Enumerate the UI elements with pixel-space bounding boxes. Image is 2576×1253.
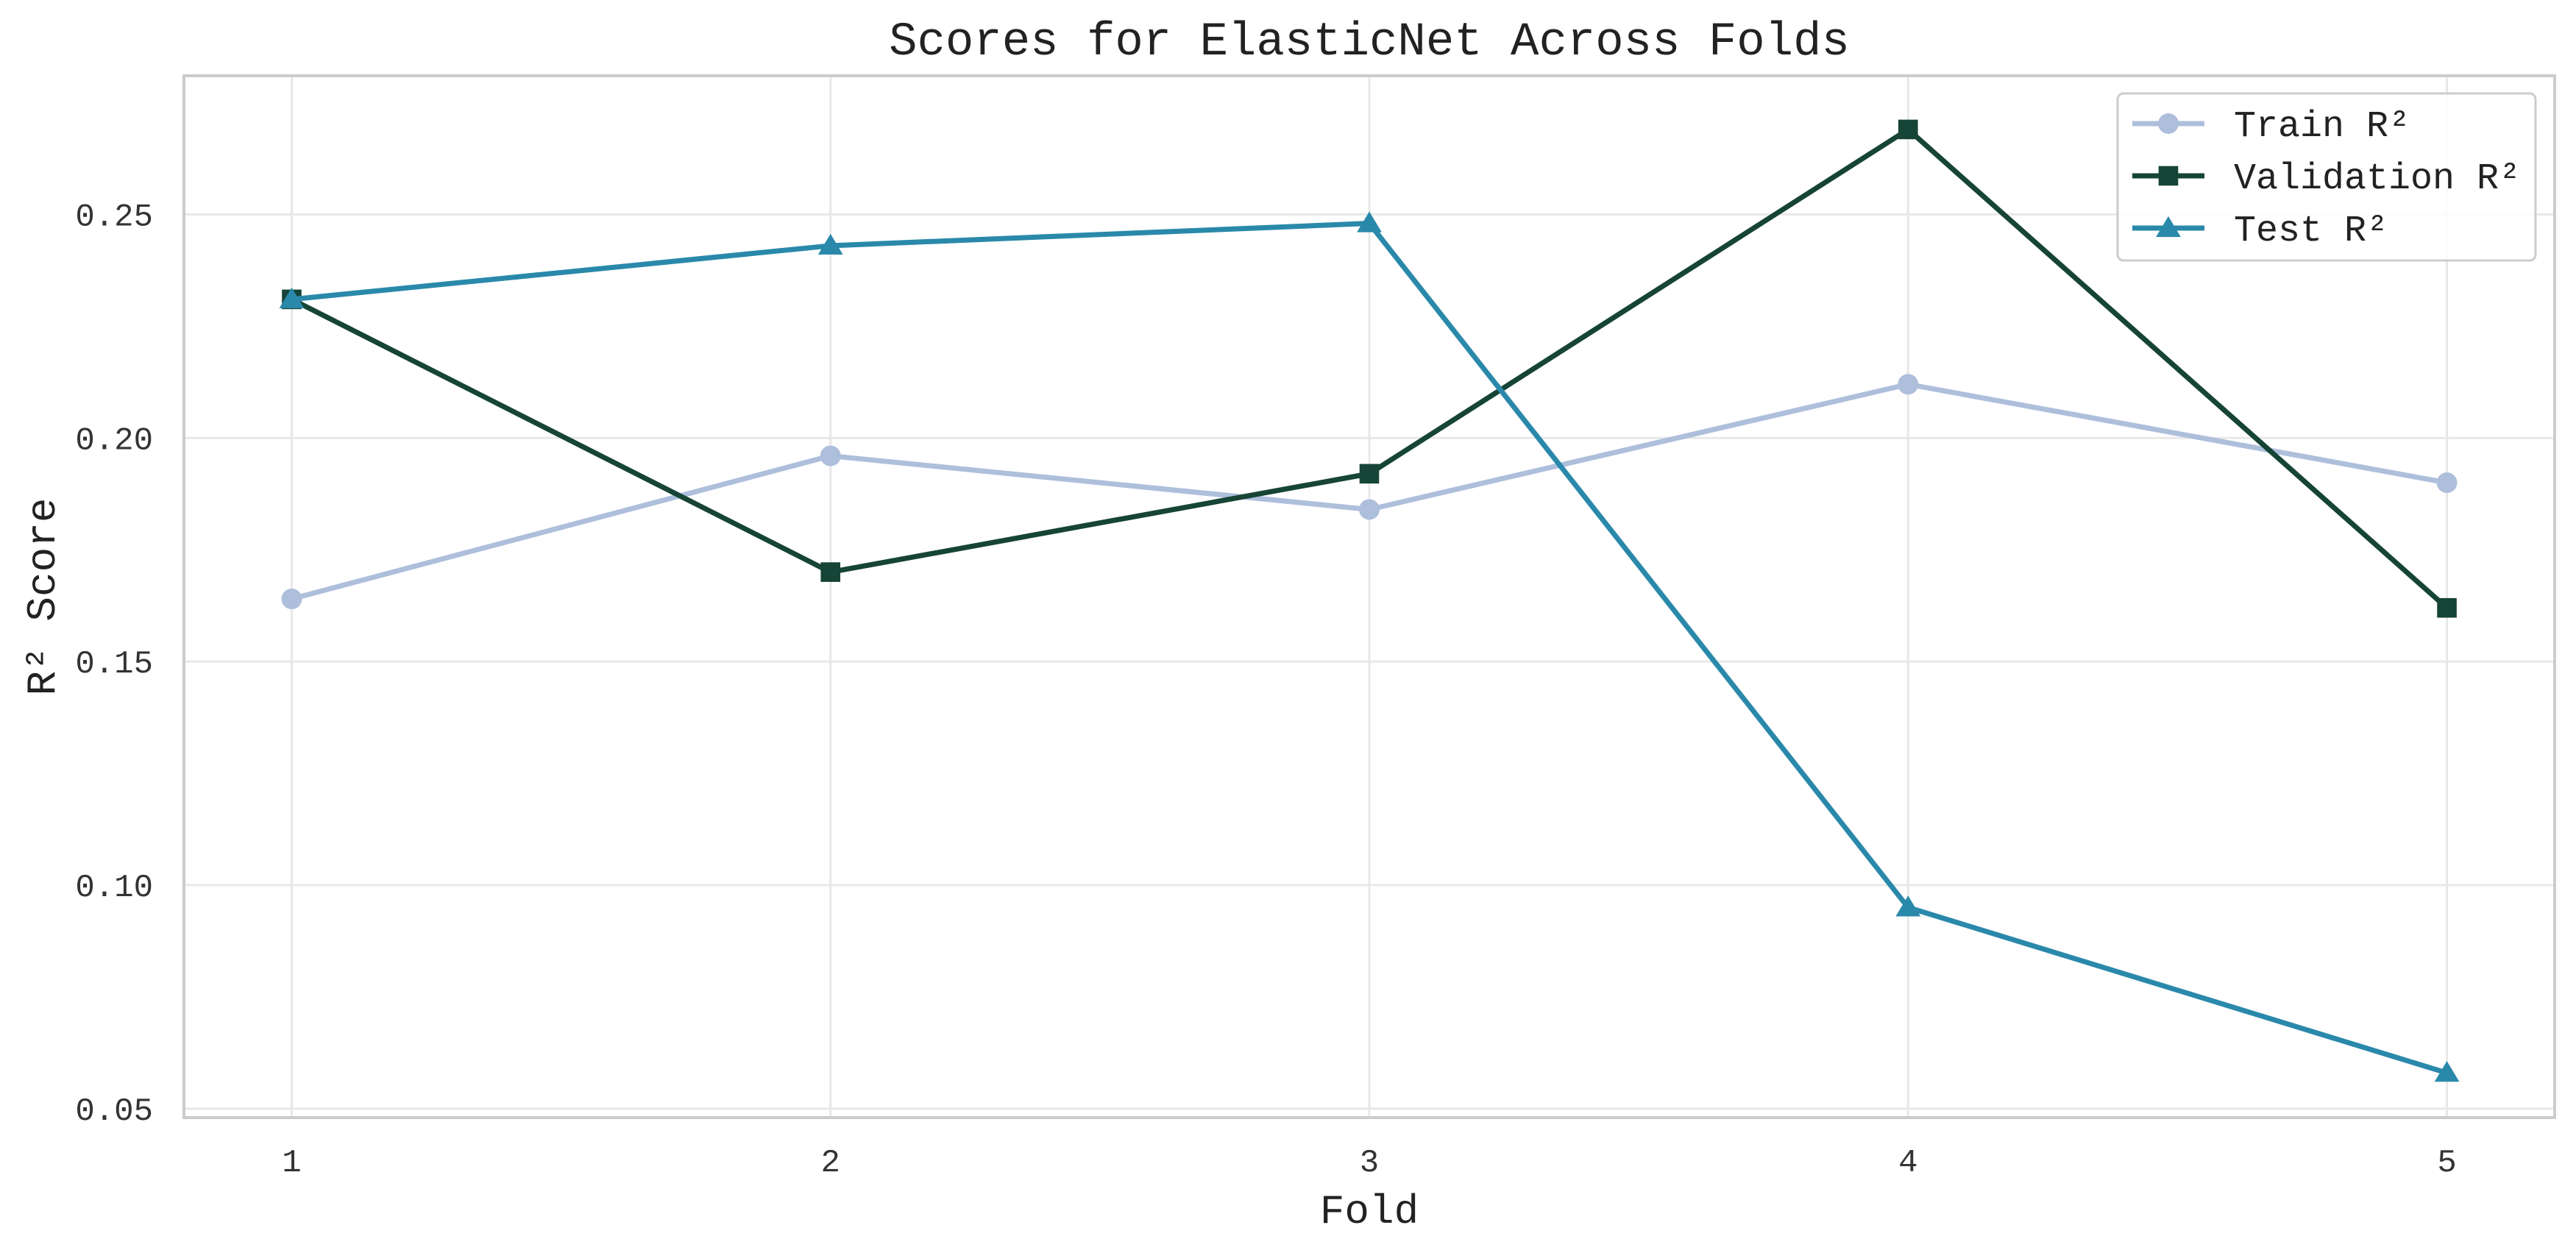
legend: Train R² Validation R² Test R² <box>2116 92 2537 262</box>
triangle-marker <box>2156 216 2181 238</box>
triangle-marker <box>1895 895 1921 917</box>
circle-marker <box>281 589 302 610</box>
circle-marker <box>1359 499 1380 520</box>
x-tick-label: 4 <box>1898 1145 1917 1182</box>
x-tick-label: 5 <box>2437 1145 2456 1182</box>
square-marker <box>1359 464 1380 484</box>
square-marker <box>1898 119 1918 140</box>
triangle-marker <box>1357 211 1382 233</box>
legend-label: Train R² <box>2234 106 2410 148</box>
legend-frame <box>2116 92 2537 262</box>
y-tick-label: 0.05 <box>75 1093 153 1130</box>
x-tick-label: 2 <box>821 1145 840 1182</box>
series-group <box>281 374 2458 610</box>
x-tick-label: 1 <box>282 1145 301 1182</box>
y-tick-label: 0.15 <box>75 646 153 683</box>
y-tick-label: 0.20 <box>75 422 153 459</box>
legend-entry: Test R² <box>2132 210 2388 252</box>
x-axis-label: Fold <box>1320 1188 1419 1235</box>
legend-entry: Train R² <box>2132 106 2410 148</box>
legend-entry: Validation R² <box>2132 158 2521 200</box>
tick-labels: 1 2 3 4 5 0.05 0.10 0.15 0.20 0.25 <box>75 199 2456 1182</box>
legend-label: Test R² <box>2234 210 2388 252</box>
circle-marker <box>820 445 841 466</box>
square-marker <box>820 562 841 582</box>
series-group <box>279 211 2460 1082</box>
legend-label: Validation R² <box>2234 158 2521 200</box>
circle-marker <box>2436 472 2458 494</box>
legend-entries: Train R² Validation R² Test R² <box>2132 106 2521 252</box>
triangle-marker <box>2434 1061 2460 1082</box>
plot-frame <box>182 74 2556 1119</box>
square-marker <box>2437 597 2457 618</box>
circle-marker <box>2158 113 2179 134</box>
circle-marker <box>1898 374 1919 395</box>
chart-title: Scores for ElasticNet Across Folds <box>889 16 1850 69</box>
y-axis-label: R² Score <box>20 498 67 696</box>
y-tick-label: 0.10 <box>75 870 153 906</box>
y-tick-label: 0.25 <box>75 199 153 235</box>
series-layer <box>279 119 2460 1082</box>
square-marker <box>2158 166 2179 186</box>
x-tick-label: 3 <box>1360 1145 1379 1182</box>
triangle-marker <box>279 287 305 308</box>
triangle-marker <box>817 233 843 255</box>
